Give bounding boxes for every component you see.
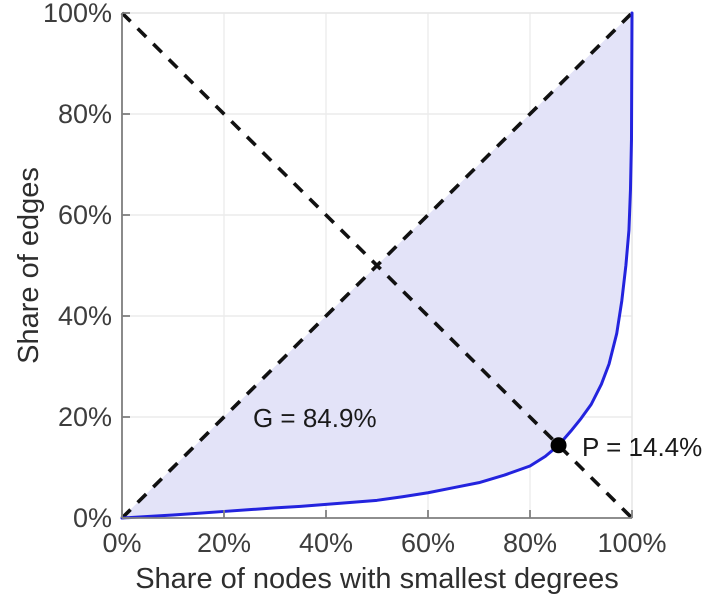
y-tick-label: 60% bbox=[58, 200, 112, 230]
x-tick-label: 20% bbox=[197, 528, 251, 558]
axis-lines bbox=[121, 13, 632, 519]
pareto-point-marker bbox=[550, 437, 567, 454]
diagonal-dashed-lines bbox=[120, 11, 634, 520]
x-tick-label: 100% bbox=[597, 528, 666, 558]
x-axis-title: Share of nodes with smallest degrees bbox=[135, 563, 619, 595]
x-tick-labels: 0% 20% 40% 60% 80% 100% bbox=[102, 528, 666, 558]
lorenz-curve-line bbox=[120, 11, 634, 520]
y-axis-title: Share of edges bbox=[13, 167, 45, 364]
y-tick-label: 40% bbox=[58, 301, 112, 331]
y-tick-label: 80% bbox=[58, 99, 112, 129]
y-tick-label: 20% bbox=[58, 402, 112, 432]
y-tick-label: 100% bbox=[43, 0, 112, 28]
lorenz-curve bbox=[120, 11, 634, 520]
anti-diagonal bbox=[120, 11, 634, 520]
y-tick-labels: 0% 20% 40% 60% 80% 100% bbox=[43, 0, 112, 533]
axis-tick-marks bbox=[121, 12, 633, 519]
y-tick-label: 0% bbox=[73, 503, 112, 533]
x-tick-label: 0% bbox=[102, 528, 141, 558]
x-tick-label: 60% bbox=[401, 528, 455, 558]
x-tick-label: 40% bbox=[299, 528, 353, 558]
x-tick-label: 80% bbox=[503, 528, 557, 558]
gini-annotation: G = 84.9% bbox=[253, 403, 377, 433]
pareto-annotation: P = 14.4% bbox=[582, 432, 702, 462]
